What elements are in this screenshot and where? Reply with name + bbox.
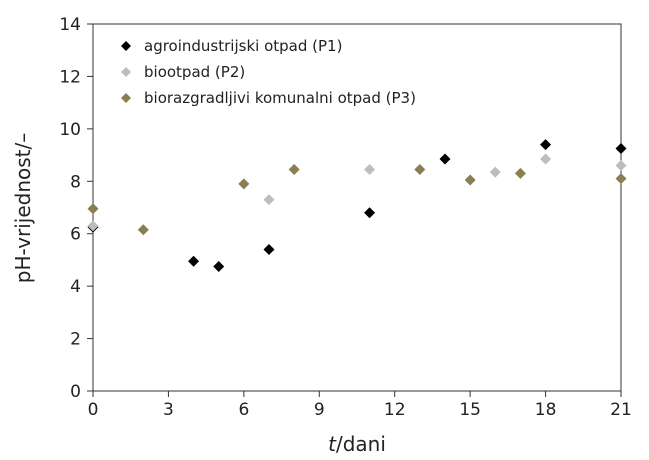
point-series-3 — [464, 174, 476, 186]
y-tick-label: 8 — [70, 172, 81, 192]
point-series-1 — [615, 143, 627, 155]
y-tick-label: 12 — [59, 67, 81, 87]
point-series-3 — [288, 163, 300, 175]
y-axis-title: pH-vrijednost/– — [11, 133, 35, 284]
x-tick-label: 3 — [163, 400, 174, 420]
x-tick-label: 9 — [314, 400, 325, 420]
point-series-2 — [263, 194, 275, 206]
point-series-2 — [87, 220, 99, 232]
point-series-3 — [514, 167, 526, 179]
legend: agroindustrijski otpad (P1) biootpad (P2)… — [121, 37, 416, 107]
y-tick-label: 4 — [70, 277, 81, 297]
x-tick-label: 12 — [384, 400, 406, 420]
point-series-1 — [213, 260, 225, 272]
legend-label-2: biootpad (P2) — [144, 63, 245, 81]
point-series-2 — [615, 160, 627, 172]
x-tick-label: 18 — [535, 400, 557, 420]
x-axis-separator: / — [336, 432, 343, 456]
point-series-1 — [439, 153, 451, 165]
tick-group: 0 2 4 6 8 10 12 14 0 3 6 9 12 15 18 21 — [59, 15, 631, 420]
point-series-1 — [540, 139, 552, 151]
legend-label-3: biorazgradljivi komunalni otpad (P3) — [144, 89, 416, 107]
legend-marker-3 — [121, 93, 131, 103]
x-tick-label: 0 — [88, 400, 99, 420]
x-axis-title: t/dani — [328, 432, 386, 456]
legend-label-1: agroindustrijski otpad (P1) — [144, 37, 342, 55]
point-series-2 — [540, 153, 552, 165]
legend-marker-2 — [121, 67, 131, 77]
x-tick-label: 6 — [238, 400, 249, 420]
point-series-3 — [87, 203, 99, 215]
y-tick-label: 0 — [70, 382, 81, 402]
x-tick-label: 21 — [610, 400, 632, 420]
point-series-3 — [137, 224, 149, 236]
point-series-1 — [364, 207, 376, 219]
x-tick-label: 15 — [459, 400, 481, 420]
y-tick-label: 14 — [59, 15, 81, 35]
y-tick-label: 10 — [59, 120, 81, 140]
point-series-1 — [263, 243, 275, 255]
point-series-3 — [238, 178, 250, 190]
point-series-3 — [615, 173, 627, 185]
data-points — [87, 139, 627, 272]
x-axis-variable: t — [328, 432, 337, 456]
point-series-2 — [364, 163, 376, 175]
point-series-1 — [188, 255, 200, 267]
point-series-2 — [489, 166, 501, 178]
y-tick-label: 2 — [70, 330, 81, 350]
y-tick-label: 6 — [70, 225, 81, 245]
point-series-3 — [414, 163, 426, 175]
legend-marker-1 — [121, 41, 131, 51]
x-axis-unit: dani — [343, 432, 386, 456]
